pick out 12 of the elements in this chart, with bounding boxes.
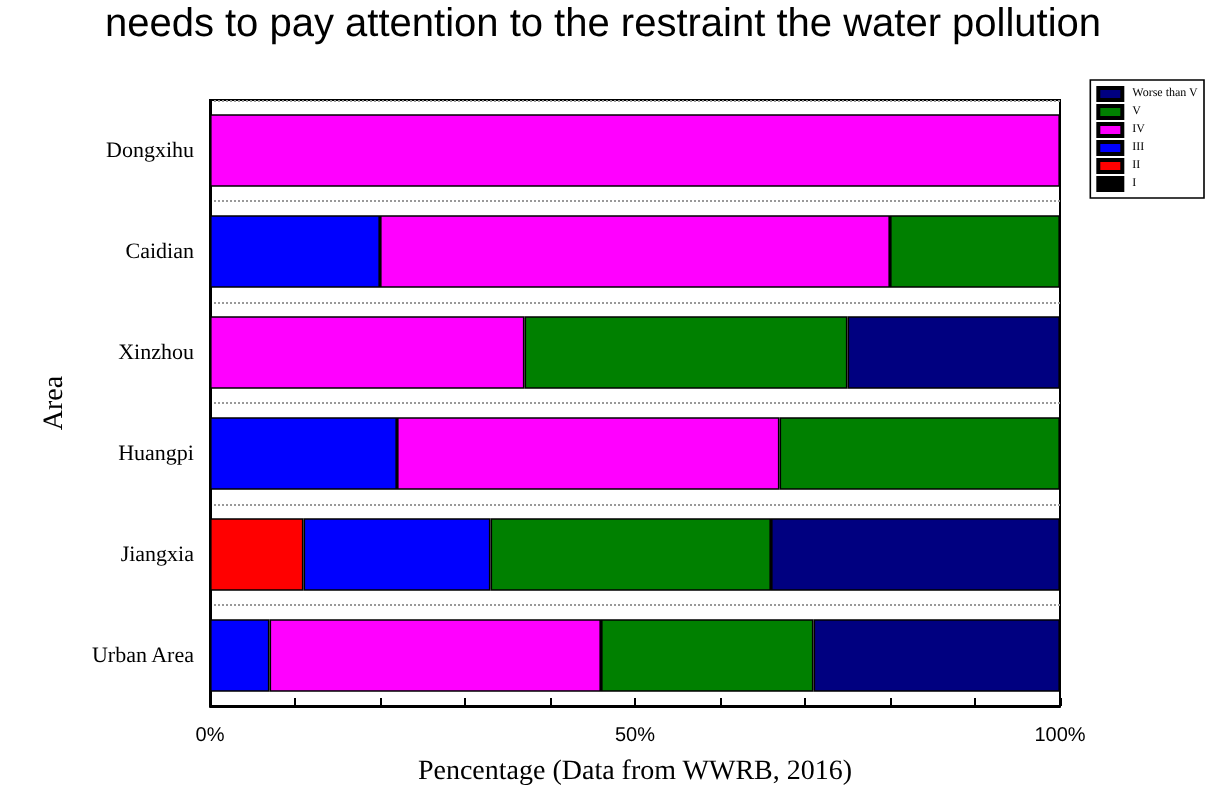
y-tick-label: Xinzhou (118, 340, 195, 365)
y-tick-label: Jiangxia (120, 542, 195, 567)
y-tick-label: Urban Area (91, 643, 195, 668)
x-axis-title: Pencentage (Data from WWRB, 2016) (417, 757, 853, 787)
y-tick-label: Dongxihu (106, 138, 195, 163)
y-tick-label: Huangpi (118, 441, 194, 466)
x-tick-label: 0% (195, 725, 225, 747)
text: needs to pay attention to the restraint the water pollution (104, 2, 1102, 46)
x-tick-label: 100% (1034, 725, 1086, 747)
y-tick-label: Caidian (125, 239, 195, 264)
y-axis-title: Area (39, 374, 70, 431)
x-tick-label: 50% (614, 725, 656, 747)
